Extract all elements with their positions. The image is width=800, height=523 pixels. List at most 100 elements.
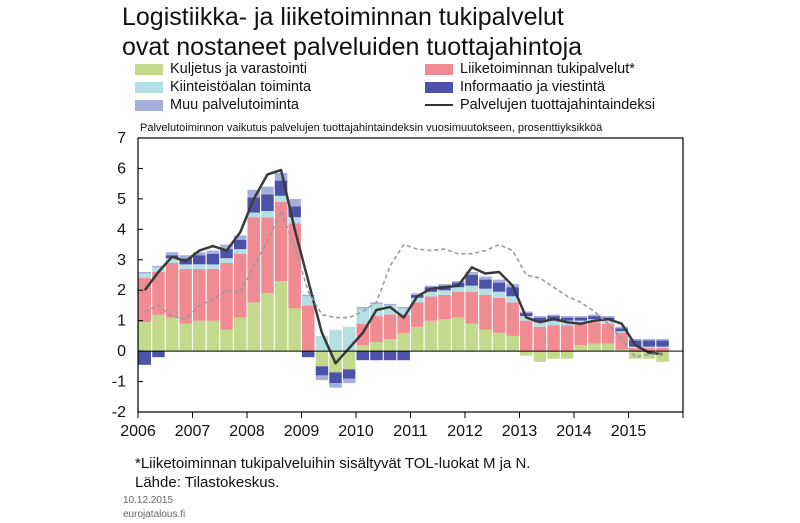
bar-s3-p12 [302, 351, 315, 358]
bar-s3-p9 [261, 194, 274, 211]
bar-s0-p6 [220, 329, 233, 352]
bar-s4-p37 [642, 338, 656, 341]
bar-s1-p27 [506, 302, 519, 336]
bar-s4-p2 [165, 252, 179, 256]
bar-s2-p21 [424, 291, 438, 297]
bar-s1-p3 [179, 268, 192, 324]
bar-s2-p3 [179, 264, 192, 269]
y-tick-label: 6 [117, 160, 126, 177]
bar-s4-p4 [193, 252, 206, 256]
x-tick-label: 2015 [611, 423, 647, 440]
y-tick-label: 7 [117, 130, 126, 147]
y-tick-label: 4 [117, 221, 126, 238]
bar-s0-p36 [629, 351, 642, 359]
x-tick-label: 2008 [229, 423, 265, 440]
bar-s2-p0 [138, 273, 151, 279]
bar-s4-p20 [411, 293, 424, 295]
bar-s0-p10 [274, 281, 288, 352]
bar-s2-p5 [206, 264, 220, 269]
bar-s2-p9 [261, 211, 274, 218]
axis-layer: -2 -1 0 1 2 3 4 5 6 7 2006 2007 2008 2009 2010 2011 2012… [112, 130, 684, 440]
bar-s3-p25 [479, 279, 492, 289]
bar-s3-p37 [642, 340, 656, 347]
bar-s2-p1 [152, 267, 165, 272]
bar-s0-p1 [152, 314, 165, 352]
bar-s4-p29 [533, 316, 547, 318]
publication-date: 10.12.2015 [123, 495, 174, 506]
x-tick-label: 2013 [502, 423, 538, 440]
bar-s4-p31 [560, 316, 574, 318]
x-tick-label: 2012 [447, 423, 483, 440]
legend-swatch-business-support [425, 63, 453, 75]
bar-s0-p27 [506, 335, 519, 352]
bar-s2-p29 [533, 322, 547, 327]
bar-s4-p3 [179, 255, 192, 259]
bar-s1-p25 [479, 294, 492, 330]
bar-s3-p4 [193, 255, 206, 265]
bar-s0-p38 [656, 351, 669, 362]
bar-s2-p7 [233, 249, 247, 254]
bar-s4-p16 [356, 307, 369, 309]
site-name: eurojatalous.fi [123, 509, 186, 520]
legend-label-real-estate: Kiinteistöalan toiminta [170, 79, 312, 95]
bar-s2-p6 [220, 258, 233, 263]
bar-s1-p11 [288, 223, 301, 309]
bar-s4-p6 [220, 244, 233, 250]
bar-s1-p9 [261, 217, 274, 294]
bar-s4-p8 [247, 189, 260, 198]
bar-s1-p19 [397, 314, 410, 333]
bar-s3-p24 [465, 275, 478, 286]
bar-s0-p20 [411, 326, 424, 352]
legend-label-transport: Kuljetus ja varastointi [170, 61, 308, 77]
bar-s3-p33 [588, 316, 601, 320]
bar-s0-p5 [206, 320, 220, 352]
bar-s4-p23 [451, 281, 465, 283]
bar-s0-p23 [451, 317, 465, 352]
y-tick-label: 2 [117, 282, 126, 299]
bar-s3-p1 [152, 351, 165, 358]
chart-title-line-2: ovat nostaneet palveluiden tuottajahinto… [122, 33, 583, 61]
bar-s4-p24 [465, 272, 478, 275]
legend-label-other: Muu palvelutoiminta [170, 97, 299, 113]
chart-footnote: *Liiketoiminnan tukipalveluihin sisältyv… [135, 455, 531, 472]
bar-s2-p23 [451, 287, 465, 292]
bar-s1-p20 [411, 302, 424, 327]
bar-s0-p7 [233, 317, 247, 352]
bar-s1-p34 [601, 323, 615, 344]
bar-s1-p1 [152, 272, 165, 315]
bar-s1-p0 [138, 278, 151, 323]
bar-s4-p5 [206, 250, 220, 254]
bar-s3-p14 [329, 372, 342, 384]
bar-s0-p26 [492, 332, 506, 352]
bar-s1-p6 [220, 262, 233, 330]
bar-s0-p34 [601, 343, 615, 352]
chart-legend: Kuljetus ja varastointi Liiketoiminnan t… [135, 60, 755, 116]
bar-s2-p11 [288, 217, 301, 224]
bar-s2-p2 [165, 258, 179, 263]
bar-s1-p33 [588, 322, 601, 344]
bar-s3-p0 [138, 351, 151, 365]
bar-s4-p1 [152, 265, 165, 268]
bar-s0-p4 [193, 320, 206, 352]
bar-s2-p18 [383, 305, 397, 315]
bar-s4-p14 [329, 383, 342, 388]
bar-s0-p11 [288, 308, 301, 352]
bar-s4-p19 [397, 307, 410, 309]
bar-s0-p24 [465, 323, 478, 352]
bar-s2-p14 [329, 329, 342, 352]
bar-s1-p31 [560, 325, 574, 352]
bar-s4-p10 [274, 173, 288, 181]
bar-s0-p13 [315, 351, 329, 367]
bar-s0-p30 [547, 351, 560, 359]
legend-label-index: Palvelujen tuottajahintaindeksi [460, 97, 656, 113]
bar-s4-p21 [424, 285, 438, 288]
x-tick-label: 2010 [338, 423, 374, 440]
bar-s0-p15 [342, 351, 356, 370]
chart-source: Lähde: Tilastokeskus. [135, 474, 280, 491]
legend-item-transport: Kuljetus ja varastointi [135, 60, 307, 78]
y-tick-label: 3 [117, 252, 126, 269]
bar-s4-p26 [492, 279, 506, 283]
legend-swatch-transport [135, 63, 163, 75]
bar-s4-p9 [261, 186, 274, 195]
bar-s0-p17 [370, 342, 383, 352]
